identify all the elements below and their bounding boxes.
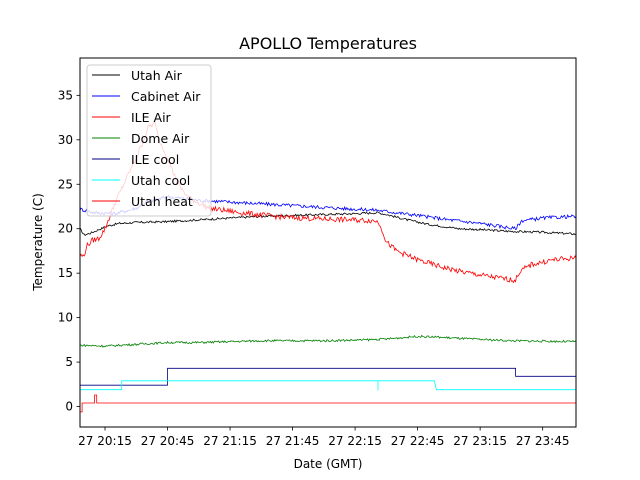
legend: Utah Air Cabinet Air ILE Air Dome Air ILE co… <box>86 64 212 217</box>
series-line-utah-heat <box>80 394 576 413</box>
x-tick-label: 27 22:15 <box>328 434 382 448</box>
x-tick-label: 27 23:45 <box>516 434 570 448</box>
axes-frame <box>79 57 577 428</box>
legend-label-dome-air: Dome Air <box>131 131 190 146</box>
series-line-dome-air <box>80 334 576 348</box>
series-line-ile-cool <box>80 367 576 386</box>
x-tick-label: 27 20:45 <box>141 434 195 448</box>
x-axis: 27 20:15 27 20:45 27 21:15 27 21:45 27 22:15… <box>78 427 569 448</box>
series-line-utah-cool <box>80 380 576 391</box>
y-tick-label: 15 <box>58 266 73 280</box>
x-tick-label: 27 22:45 <box>391 434 445 448</box>
chart-title: APOLLO Temperatures <box>239 34 417 53</box>
y-axis: 0 5 10 15 20 25 30 35 <box>58 88 80 414</box>
legend-label-utah-air: Utah Air <box>131 68 183 83</box>
x-axis-label: Date (GMT) <box>294 457 363 471</box>
x-tick-label: 27 20:15 <box>78 434 132 448</box>
y-axis-label: Temperature (C) <box>31 193 45 292</box>
legend-label-cabinet-air: Cabinet Air <box>131 89 201 104</box>
y-tick-label: 0 <box>65 400 73 414</box>
y-tick-label: 35 <box>58 88 73 102</box>
y-tick-label: 5 <box>65 355 73 369</box>
legend-label-utah-cool: Utah cool <box>131 173 190 188</box>
y-tick-label: 10 <box>58 311 73 325</box>
y-tick-label: 25 <box>58 177 73 191</box>
legend-label-ile-cool: ILE cool <box>131 152 179 167</box>
legend-box <box>86 64 212 217</box>
y-tick-label: 20 <box>58 222 73 236</box>
y-tick-label: 30 <box>58 133 73 147</box>
x-tick-label: 27 21:45 <box>266 434 320 448</box>
legend-label-ile-air: ILE Air <box>131 110 172 125</box>
x-tick-label: 27 21:15 <box>203 434 257 448</box>
x-tick-label: 27 23:15 <box>453 434 507 448</box>
legend-label-utah-heat: Utah heat <box>131 194 193 209</box>
series-line-utah-air <box>80 211 576 236</box>
